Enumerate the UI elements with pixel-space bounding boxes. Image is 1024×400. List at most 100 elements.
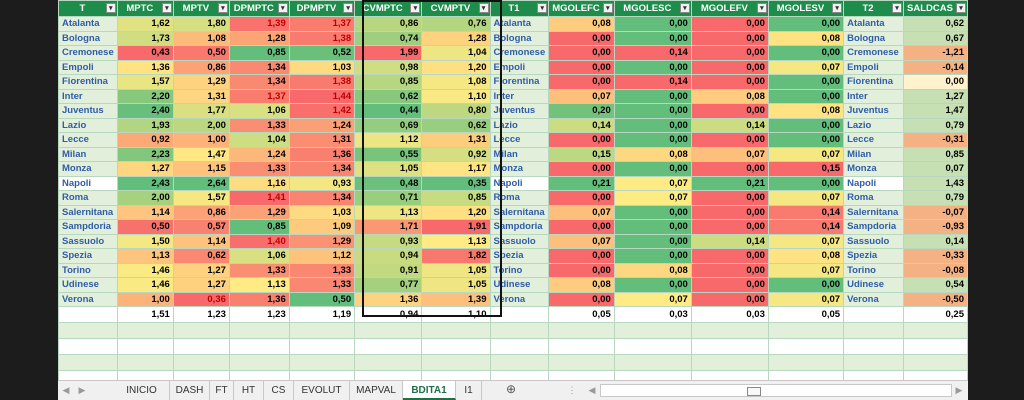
value-cell[interactable]: 1,13 xyxy=(354,204,423,220)
team-name-cell[interactable]: Milan xyxy=(58,146,118,162)
team-name-cell[interactable]: Monza xyxy=(843,161,904,177)
value-cell[interactable]: 0,00 xyxy=(548,262,615,278)
value-cell[interactable]: 1,46 xyxy=(116,262,174,278)
value-cell[interactable]: 0,57 xyxy=(172,219,230,235)
value-cell[interactable]: 0,44 xyxy=(354,103,423,119)
value-cell[interactable]: 0,07 xyxy=(548,88,615,104)
value-cell[interactable]: 0,20 xyxy=(548,103,615,119)
value-cell[interactable]: 0,69 xyxy=(354,117,423,133)
team-name-cell[interactable]: Empoli xyxy=(489,59,550,75)
value-cell[interactable]: 1,13 xyxy=(421,233,491,249)
sheet-tab[interactable]: MAPVAL xyxy=(350,381,403,400)
value-cell[interactable]: 1,08 xyxy=(172,30,230,46)
value-cell[interactable]: 0,98 xyxy=(354,59,423,75)
value-cell[interactable]: 0,00 xyxy=(767,45,845,61)
value-cell[interactable]: 2,23 xyxy=(116,146,174,162)
team-name-cell[interactable]: Fiorentina xyxy=(58,74,118,90)
value-cell[interactable]: 1,27 xyxy=(172,277,230,293)
column-header[interactable]: MGOLEFV ▾ xyxy=(690,0,769,17)
value-cell[interactable]: 1,36 xyxy=(228,291,290,307)
value-cell[interactable]: 1,34 xyxy=(228,74,290,90)
value-cell[interactable]: -0,50 xyxy=(902,291,968,307)
value-cell[interactable]: 1,27 xyxy=(902,88,968,104)
team-name-cell[interactable]: Verona xyxy=(58,291,118,307)
value-cell[interactable]: 1,05 xyxy=(421,262,491,278)
empty-cell[interactable] xyxy=(902,370,968,380)
value-cell[interactable]: 0,00 xyxy=(613,161,692,177)
value-cell[interactable]: 1,46 xyxy=(116,277,174,293)
value-cell[interactable]: 1,31 xyxy=(288,132,356,148)
value-cell[interactable]: 0,93 xyxy=(354,233,423,249)
value-cell[interactable]: 0,71 xyxy=(354,190,423,206)
team-name-cell[interactable]: Spezia xyxy=(843,248,904,264)
column-header[interactable]: SALDCAS ▾ xyxy=(902,0,968,17)
team-name-cell[interactable]: Lecce xyxy=(58,132,118,148)
value-cell[interactable]: 1,93 xyxy=(116,117,174,133)
value-cell[interactable]: 0,00 xyxy=(767,16,845,32)
value-cell[interactable]: 0,79 xyxy=(902,117,968,133)
value-cell[interactable]: 1,05 xyxy=(354,161,423,177)
value-cell[interactable]: 1,36 xyxy=(116,59,174,75)
value-cell[interactable]: 0,14 xyxy=(548,117,615,133)
value-cell[interactable]: 1,27 xyxy=(116,161,174,177)
value-cell[interactable]: 0,08 xyxy=(613,262,692,278)
value-cell[interactable]: 1,24 xyxy=(228,146,290,162)
value-cell[interactable]: 0,00 xyxy=(548,30,615,46)
value-cell[interactable]: 0,00 xyxy=(690,161,769,177)
value-cell[interactable]: 0,00 xyxy=(690,277,769,293)
value-cell[interactable]: 1,40 xyxy=(228,233,290,249)
value-cell[interactable]: 0,85 xyxy=(421,190,491,206)
sheet-tab[interactable]: CS xyxy=(264,381,294,400)
team-name-cell[interactable]: Cremonese xyxy=(843,45,904,61)
value-cell[interactable]: 0,00 xyxy=(548,190,615,206)
empty-cell[interactable] xyxy=(58,354,118,371)
team-name-cell[interactable]: Empoli xyxy=(58,59,118,75)
value-cell[interactable]: 0,00 xyxy=(690,132,769,148)
value-cell[interactable]: 0,00 xyxy=(690,59,769,75)
value-cell[interactable]: 0,79 xyxy=(902,190,968,206)
sheet-tab[interactable]: EVOLUT xyxy=(294,381,350,400)
value-cell[interactable]: 0,14 xyxy=(613,45,692,61)
empty-cell[interactable] xyxy=(58,306,118,323)
value-cell[interactable]: 1,50 xyxy=(116,233,174,249)
filter-dropdown-icon[interactable]: ▾ xyxy=(277,3,288,13)
value-cell[interactable]: 1,16 xyxy=(228,175,290,191)
team-name-cell[interactable]: Napoli xyxy=(843,175,904,191)
value-cell[interactable]: 0,00 xyxy=(613,132,692,148)
empty-cell[interactable] xyxy=(421,354,491,371)
filter-dropdown-icon[interactable]: ▾ xyxy=(537,3,548,13)
total-cell[interactable]: 0,05 xyxy=(767,306,845,323)
value-cell[interactable]: 0,00 xyxy=(613,233,692,249)
value-cell[interactable]: 1,28 xyxy=(421,30,491,46)
value-cell[interactable]: 0,07 xyxy=(548,233,615,249)
scroll-tabs-right-icon[interactable]: ▶ xyxy=(78,385,86,395)
value-cell[interactable]: 0,67 xyxy=(902,30,968,46)
team-name-cell[interactable]: Fiorentina xyxy=(489,74,550,90)
value-cell[interactable]: 1,31 xyxy=(172,88,230,104)
value-cell[interactable]: 0,62 xyxy=(902,16,968,32)
empty-cell[interactable] xyxy=(613,338,692,355)
value-cell[interactable]: 1,99 xyxy=(354,45,423,61)
value-cell[interactable]: 1,43 xyxy=(902,175,968,191)
team-name-cell[interactable]: Roma xyxy=(489,190,550,206)
column-header[interactable]: CVMPTC ▾ xyxy=(354,0,423,17)
value-cell[interactable]: 0,00 xyxy=(767,277,845,293)
value-cell[interactable]: 0,07 xyxy=(767,59,845,75)
empty-cell[interactable] xyxy=(548,370,615,380)
empty-cell[interactable] xyxy=(902,322,968,339)
value-cell[interactable]: 2,64 xyxy=(172,175,230,191)
empty-cell[interactable] xyxy=(489,322,550,339)
value-cell[interactable]: -0,14 xyxy=(902,59,968,75)
sheet-tab[interactable]: INICIO xyxy=(114,381,170,400)
column-header[interactable]: DPMPTC ▾ xyxy=(228,0,290,17)
total-cell[interactable]: 0,03 xyxy=(613,306,692,323)
value-cell[interactable]: 0,07 xyxy=(613,291,692,307)
team-name-cell[interactable]: Lazio xyxy=(489,117,550,133)
value-cell[interactable]: 0,00 xyxy=(767,74,845,90)
empty-cell[interactable] xyxy=(767,370,845,380)
empty-cell[interactable] xyxy=(421,370,491,380)
scroll-left-arrow-icon[interactable]: ◀ xyxy=(588,385,596,395)
team-name-cell[interactable]: Atalanta xyxy=(843,16,904,32)
value-cell[interactable]: 1,33 xyxy=(288,277,356,293)
value-cell[interactable]: 0,08 xyxy=(548,277,615,293)
